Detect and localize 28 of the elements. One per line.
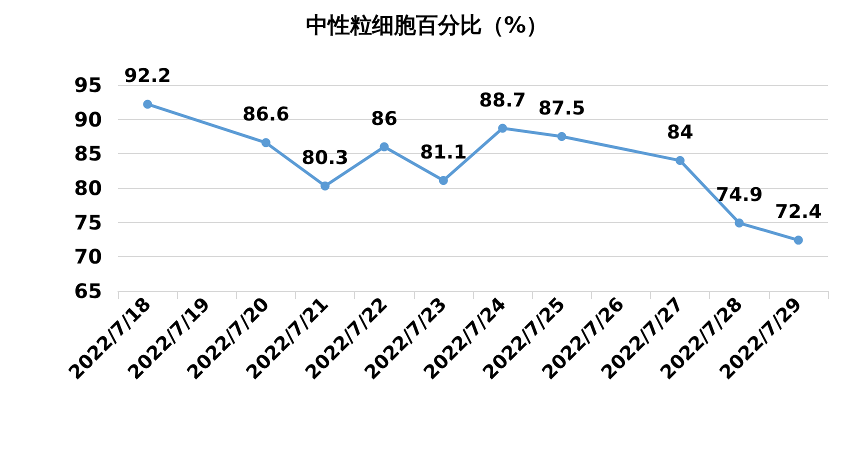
data-label: 88.7 bbox=[479, 89, 526, 112]
data-label: 87.5 bbox=[538, 98, 586, 120]
data-label: 84 bbox=[666, 122, 694, 144]
point bbox=[320, 181, 330, 190]
chart-title: 中性粒细胞百分比（%） bbox=[306, 14, 548, 38]
point bbox=[438, 176, 448, 185]
data-label: 86.6 bbox=[242, 104, 290, 126]
y-tick-label: 85 bbox=[74, 142, 102, 166]
data-label: 86 bbox=[371, 108, 398, 130]
point bbox=[734, 218, 744, 228]
y-tick-label: 80 bbox=[74, 176, 102, 200]
y-tick-label: 90 bbox=[74, 107, 102, 132]
point bbox=[143, 100, 152, 109]
point bbox=[676, 156, 685, 166]
y-tick-label: 70 bbox=[74, 244, 102, 269]
data-label: 80.3 bbox=[302, 146, 349, 169]
point bbox=[794, 236, 803, 245]
data-label: 81.1 bbox=[420, 141, 467, 164]
y-tick-label: 95 bbox=[74, 73, 102, 97]
data-label: 92.2 bbox=[124, 65, 172, 88]
data-label: 74.9 bbox=[716, 184, 763, 206]
y-tick-label: 65 bbox=[74, 279, 102, 303]
point bbox=[557, 132, 566, 141]
data-label: 72.4 bbox=[774, 201, 822, 224]
y-tick-label: 75 bbox=[74, 210, 102, 234]
point bbox=[498, 124, 508, 133]
point bbox=[261, 138, 270, 148]
point bbox=[380, 142, 389, 152]
